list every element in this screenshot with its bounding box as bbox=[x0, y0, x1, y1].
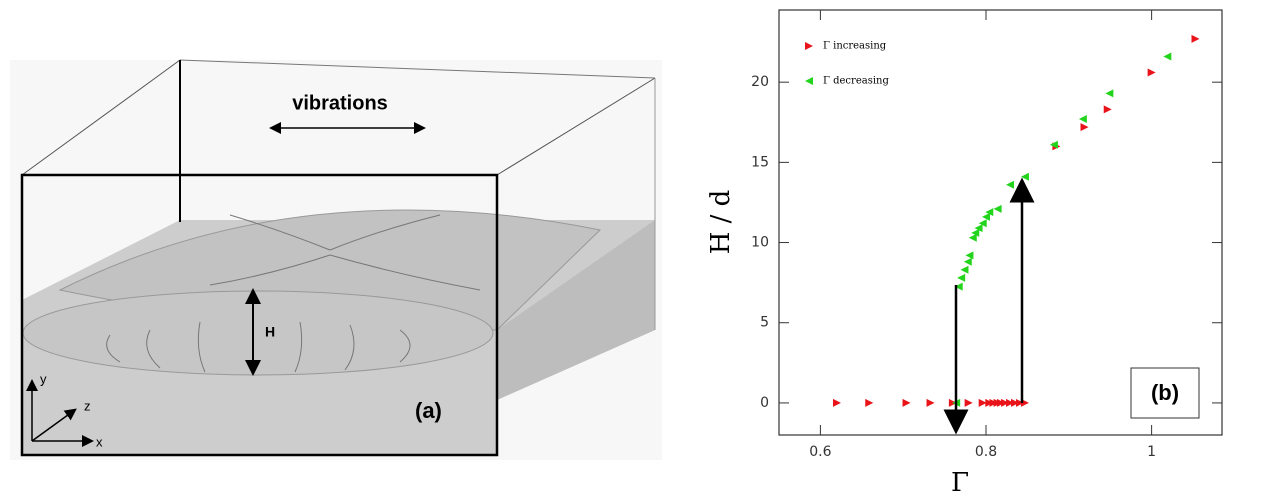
heap-section bbox=[22, 290, 494, 376]
y-tick-label: 15 bbox=[751, 154, 769, 170]
box-front bbox=[20, 173, 499, 457]
marker bbox=[902, 398, 911, 407]
marker bbox=[1191, 34, 1200, 43]
y-tick-label: 10 bbox=[751, 235, 769, 251]
x-tick-label: 0.8 bbox=[975, 444, 997, 460]
box-edge bbox=[21, 59, 181, 176]
y-tick-label: 5 bbox=[760, 315, 769, 331]
legend-label: Γ decreasing bbox=[823, 76, 889, 87]
legend-label: Γ increasing bbox=[823, 41, 887, 52]
marker bbox=[960, 265, 969, 274]
marker bbox=[985, 208, 994, 217]
plot-frame bbox=[778, 9, 1223, 436]
marker bbox=[1049, 140, 1058, 149]
marker bbox=[964, 398, 973, 407]
x-tick-label: 1 bbox=[1147, 444, 1156, 460]
marker bbox=[1010, 398, 1019, 407]
marker bbox=[1163, 52, 1172, 61]
marker bbox=[1078, 115, 1087, 124]
bed-side bbox=[497, 220, 655, 400]
panel-a: vibrations H (a) y z x bbox=[10, 59, 662, 460]
panel-label: (b) bbox=[1151, 380, 1179, 405]
marker bbox=[1001, 398, 1010, 407]
marker bbox=[963, 257, 972, 266]
marker bbox=[968, 233, 977, 242]
vibration-label: vibrations bbox=[292, 92, 388, 114]
marker bbox=[865, 398, 874, 407]
marker bbox=[926, 398, 935, 407]
y-tick-label: 0 bbox=[760, 395, 769, 411]
marker bbox=[996, 398, 1005, 407]
marker bbox=[957, 273, 966, 282]
marker bbox=[978, 398, 987, 407]
marker bbox=[1080, 123, 1089, 132]
marker bbox=[985, 398, 994, 407]
marker bbox=[965, 251, 974, 260]
marker bbox=[978, 219, 987, 228]
box-edge bbox=[179, 59, 656, 79]
marker bbox=[989, 398, 998, 407]
panel-label: (a) bbox=[415, 398, 442, 423]
x-tick-label: 0.6 bbox=[809, 444, 831, 460]
legend-marker bbox=[805, 42, 813, 50]
axis-letter: z bbox=[84, 398, 91, 413]
marker bbox=[993, 204, 1002, 213]
marker bbox=[974, 224, 983, 233]
box-edge bbox=[496, 77, 656, 176]
marker bbox=[1103, 105, 1112, 114]
axis-letter: x bbox=[96, 434, 103, 449]
axis-letter: y bbox=[40, 371, 47, 386]
marker bbox=[832, 398, 841, 407]
height-label: H bbox=[265, 324, 275, 340]
y-tick-label: 20 bbox=[751, 74, 769, 90]
flow-lines bbox=[106, 214, 481, 373]
marker bbox=[1147, 68, 1156, 77]
marker bbox=[971, 228, 980, 237]
marker bbox=[1015, 398, 1024, 407]
panel-label-box bbox=[1130, 367, 1200, 419]
marker bbox=[1006, 398, 1015, 407]
y-axis-label: H / d bbox=[706, 190, 736, 255]
marker bbox=[982, 212, 991, 221]
marker bbox=[1105, 89, 1114, 98]
legend-marker bbox=[805, 77, 813, 85]
x-axis-label: Γ bbox=[951, 468, 969, 498]
coordinate-axes bbox=[26, 379, 94, 447]
marker bbox=[954, 282, 963, 291]
